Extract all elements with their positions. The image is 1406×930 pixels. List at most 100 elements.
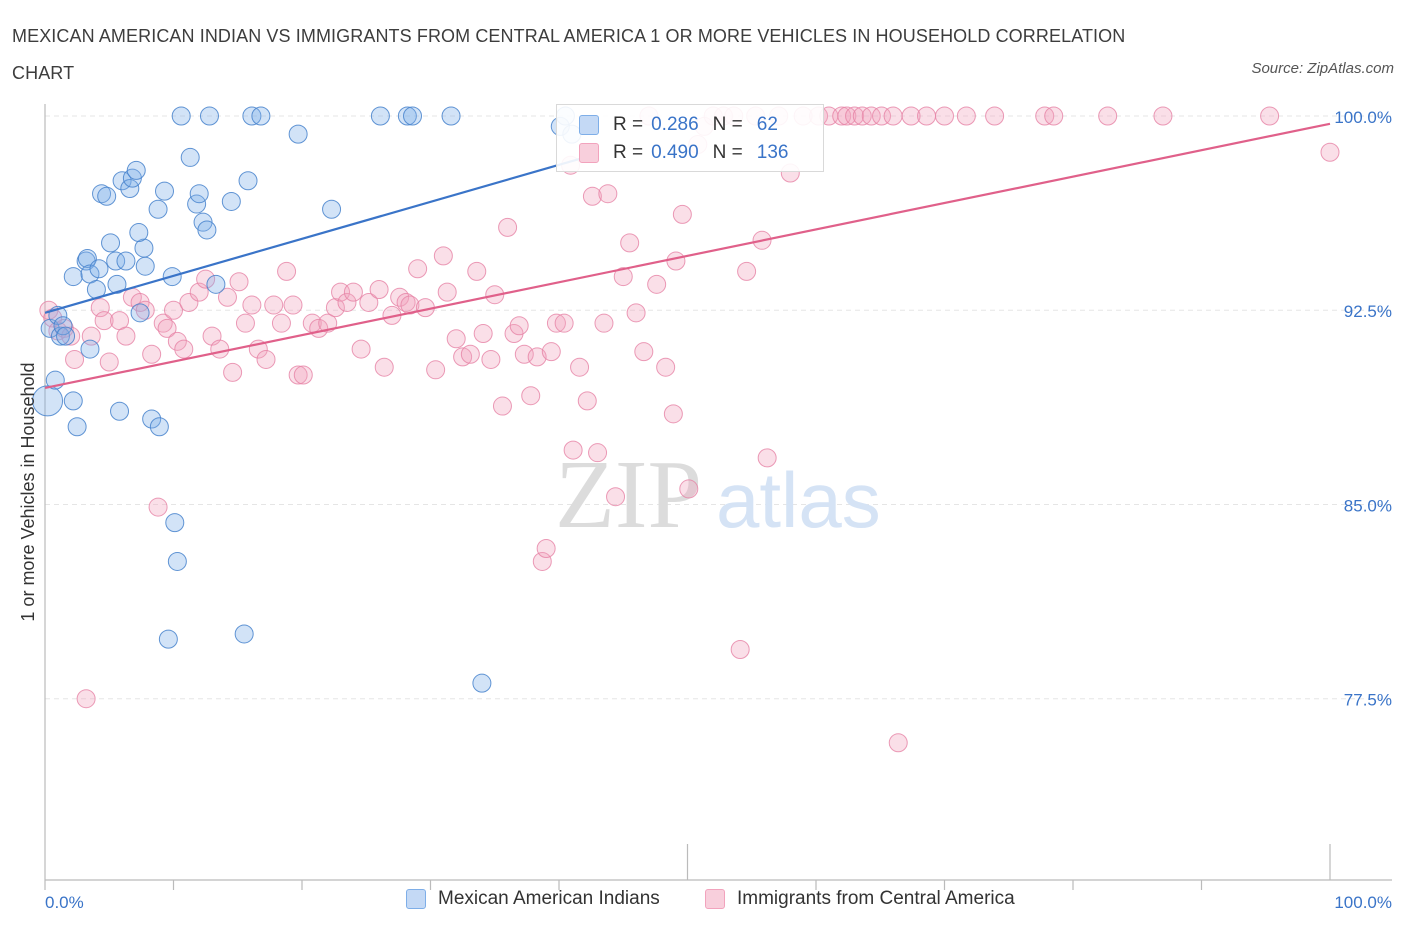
- mexican-american-point: [129, 223, 149, 243]
- mexican-american-point: [165, 513, 185, 533]
- immigrants-point: [264, 295, 284, 315]
- immigrants-point: [498, 217, 518, 237]
- immigrants-point: [663, 404, 683, 424]
- immigrants-point: [1153, 106, 1173, 126]
- immigrants-point: [337, 292, 357, 312]
- pink-swatch: [579, 143, 599, 163]
- y-tick-label: 85.0%: [1344, 496, 1392, 515]
- immigrants-point: [546, 313, 566, 333]
- mexican-american-point: [126, 160, 146, 180]
- y-tick-label: 100.0%: [1334, 108, 1392, 127]
- immigrants-point: [521, 386, 541, 406]
- immigrants-point: [901, 106, 921, 126]
- mexican-american-point: [155, 181, 175, 201]
- trendline-mexican-american: [44, 156, 586, 314]
- mexican-american-point: [148, 199, 168, 219]
- immigrants-point: [369, 280, 389, 300]
- immigrants-point: [446, 329, 466, 349]
- immigrants-point: [116, 326, 136, 346]
- trendlines: [44, 122, 1331, 390]
- immigrants-point: [737, 261, 757, 281]
- immigrants-point: [647, 274, 667, 294]
- mexican-american-point: [134, 238, 154, 258]
- immigrants-point: [532, 551, 552, 571]
- mexican-american-point: [130, 303, 150, 323]
- immigrants-point: [1320, 142, 1340, 162]
- immigrants-point: [634, 342, 654, 362]
- mexican-american-point: [116, 251, 136, 271]
- mexican-american-point: [63, 267, 83, 287]
- trendline-immigrants: [44, 122, 1331, 390]
- tick-labels: 77.5% 85.0% 92.5% 100.0% 0.0% 100.0%: [45, 108, 1392, 912]
- immigrants-point: [837, 106, 857, 126]
- mexican-american-point: [142, 409, 162, 429]
- immigrants-point: [554, 313, 574, 333]
- immigrants-point: [318, 313, 338, 333]
- mexican-american-point: [180, 147, 200, 167]
- y-axis-label: 1 or more Vehicles in Household: [18, 362, 38, 621]
- immigrants-point: [408, 259, 428, 279]
- mexican-american-point: [101, 233, 121, 253]
- mexican-american-point: [149, 417, 169, 437]
- legend-item-immigrants[interactable]: Immigrants from Central America: [705, 888, 1015, 910]
- n-value: 136: [756, 142, 789, 163]
- immigrants-point: [235, 313, 255, 333]
- immigrants-point: [242, 295, 262, 315]
- mexican-american-point: [171, 106, 191, 126]
- immigrants-point: [277, 261, 297, 281]
- immigrants-point: [293, 365, 313, 385]
- series-mexican-american-points: [32, 106, 582, 693]
- immigrants-point: [167, 331, 187, 351]
- immigrants-point: [400, 295, 420, 315]
- n-label: N =: [712, 142, 743, 163]
- immigrants-point: [99, 352, 119, 372]
- immigrants-point: [325, 298, 345, 318]
- immigrants-point: [1098, 106, 1118, 126]
- n-value: 62: [756, 114, 778, 135]
- immigrants-point: [196, 269, 216, 289]
- mexican-american-point: [106, 251, 126, 271]
- immigrants-point: [229, 272, 249, 292]
- legend-item-mexican-american[interactable]: Mexican American Indians: [406, 888, 660, 910]
- immigrants-point: [390, 287, 410, 307]
- immigrants-point: [359, 292, 379, 312]
- n-label: N =: [712, 114, 743, 135]
- series-immigrants-points: [39, 106, 1340, 753]
- immigrants-point: [883, 106, 903, 126]
- mexican-american-point: [189, 184, 209, 204]
- immigrants-point: [541, 342, 561, 362]
- immigrants-point: [460, 344, 480, 364]
- immigrants-point: [1260, 106, 1280, 126]
- watermark-zip: ZIP: [555, 441, 702, 549]
- legend-label: Immigrants from Central America: [737, 888, 1015, 909]
- immigrants-point: [61, 326, 81, 346]
- immigrants-point: [594, 313, 614, 333]
- mexican-american-point: [89, 259, 109, 279]
- mexican-american-point: [206, 274, 226, 294]
- mexican-american-point: [197, 220, 217, 240]
- immigrants-point: [666, 251, 686, 271]
- gridlines: [45, 115, 1392, 700]
- immigrants-point: [343, 282, 363, 302]
- immigrants-point: [210, 339, 230, 359]
- stats-row-blue: R = 0.286 N = 62: [579, 111, 792, 139]
- chart-title: MEXICAN AMERICAN INDIAN VS IMMIGRANTS FR…: [12, 26, 1126, 83]
- immigrants-point: [90, 298, 110, 318]
- mexican-american-point: [403, 106, 423, 126]
- immigrants-point: [179, 292, 199, 312]
- immigrants-point: [577, 391, 597, 411]
- stats-legend: R = 0.286 N = 62 R = 0.490 N = 136: [556, 104, 824, 172]
- mexican-american-point: [199, 106, 219, 126]
- immigrants-point: [223, 362, 243, 382]
- immigrants-point: [288, 365, 308, 385]
- immigrants-point: [351, 339, 371, 359]
- mexican-american-point: [63, 391, 83, 411]
- mexican-american-point: [370, 106, 390, 126]
- immigrants-point: [606, 487, 626, 507]
- mexican-american-point: [56, 326, 76, 346]
- r-value: 0.286: [651, 114, 699, 135]
- source-label: Source: ZipAtlas.com: [1251, 60, 1394, 77]
- immigrants-point: [174, 339, 194, 359]
- mexican-american-point: [97, 186, 117, 206]
